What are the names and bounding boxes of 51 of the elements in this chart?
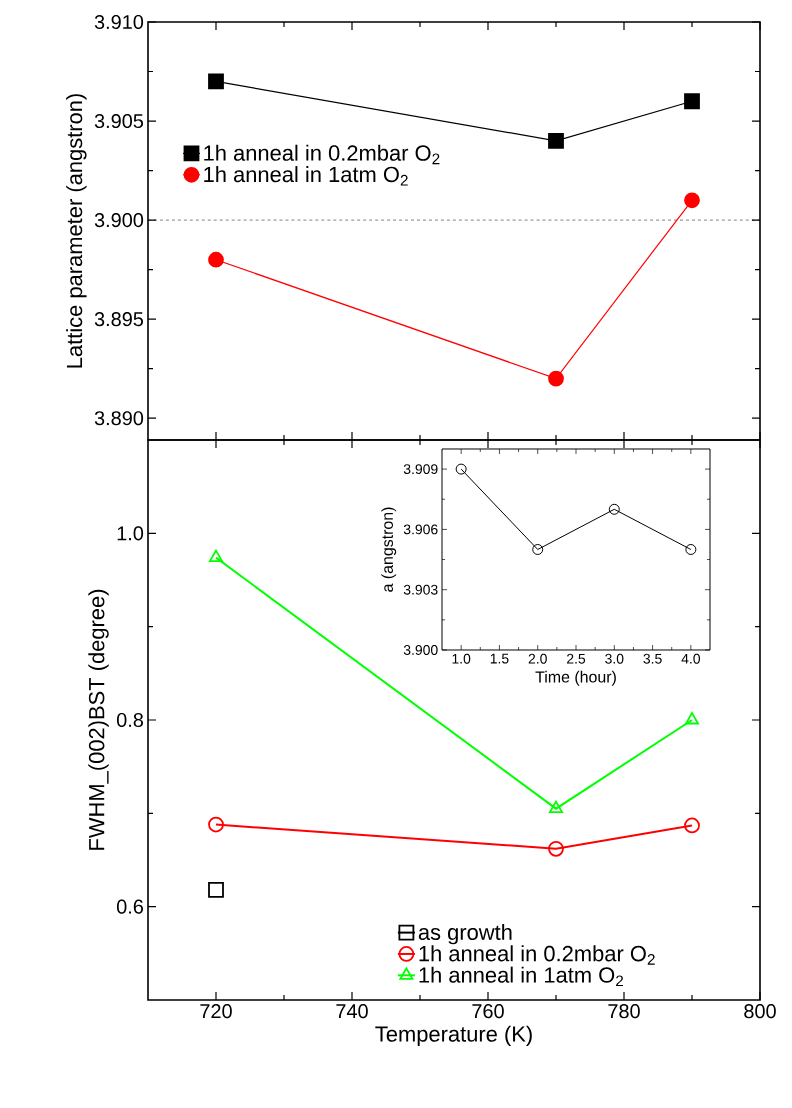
y-tick-label: 3.909 bbox=[403, 464, 438, 475]
x-tick-label: 2.0 bbox=[528, 653, 547, 664]
point bbox=[532, 543, 544, 555]
y-axis-title: FWHM_(002)BST (degree) bbox=[88, 589, 109, 850]
point bbox=[684, 93, 700, 110]
y-tick-label: 3.903 bbox=[403, 584, 438, 595]
point bbox=[684, 817, 700, 834]
point bbox=[685, 543, 697, 555]
y-axis-title: Lattice parameter (angstron) bbox=[66, 94, 87, 368]
point bbox=[208, 816, 224, 833]
y-tick-label: 3.905 bbox=[94, 113, 144, 129]
point bbox=[455, 463, 467, 475]
point bbox=[208, 251, 224, 268]
point bbox=[685, 712, 699, 725]
point bbox=[608, 503, 620, 515]
y-tick-label: 3.900 bbox=[94, 213, 144, 228]
y-tick-label: 0.6 bbox=[116, 899, 143, 914]
point bbox=[549, 800, 563, 814]
point bbox=[548, 132, 564, 149]
x-tick-label: 1.5 bbox=[490, 653, 509, 664]
x-tick-label: 760 bbox=[472, 1004, 504, 1019]
point bbox=[548, 840, 564, 857]
y-tick-label: 3.895 bbox=[94, 312, 144, 327]
y-tick-label: 3.906 bbox=[403, 524, 438, 535]
legend-label: 1h anneal in 1atm O$_{2}$ bbox=[419, 966, 624, 987]
y-tick-label: 3.910 bbox=[94, 14, 144, 30]
x-axis-title: Time (hour) bbox=[535, 670, 616, 686]
y-tick-label: 1.0 bbox=[117, 526, 144, 541]
y-axis-title: a (angstron) bbox=[381, 507, 397, 592]
x-tick-label: 3.5 bbox=[643, 653, 662, 664]
legend-label: 1h anneal in 0.2mbar O$_{2}$ bbox=[204, 144, 440, 165]
x-tick-label: 1.0 bbox=[452, 653, 471, 664]
y-tick-label: 3.890 bbox=[94, 411, 144, 426]
legend-label: 1h anneal in 1atm O$_{2}$ bbox=[204, 166, 408, 186]
point bbox=[209, 549, 223, 562]
x-axis-title: Temperature (K) bbox=[375, 1025, 532, 1047]
point bbox=[208, 73, 224, 90]
x-tick-label: 3.0 bbox=[605, 653, 624, 664]
legend-label: as growth bbox=[418, 923, 512, 945]
point bbox=[684, 192, 700, 209]
x-tick-label: 720 bbox=[200, 1004, 232, 1019]
y-tick-label: 3.900 bbox=[403, 645, 438, 655]
x-tick-label: 2.5 bbox=[567, 653, 586, 664]
legend-label: 1h anneal in 0.2mbar O$_{2}$ bbox=[419, 945, 655, 965]
y-tick-label: 0.8 bbox=[116, 712, 144, 728]
x-tick-label: 740 bbox=[336, 1004, 368, 1019]
point bbox=[208, 881, 224, 898]
x-tick-label: 800 bbox=[744, 1004, 776, 1019]
point bbox=[548, 370, 564, 387]
x-tick-label: 780 bbox=[608, 1004, 640, 1019]
x-tick-label: 4.0 bbox=[681, 653, 701, 664]
